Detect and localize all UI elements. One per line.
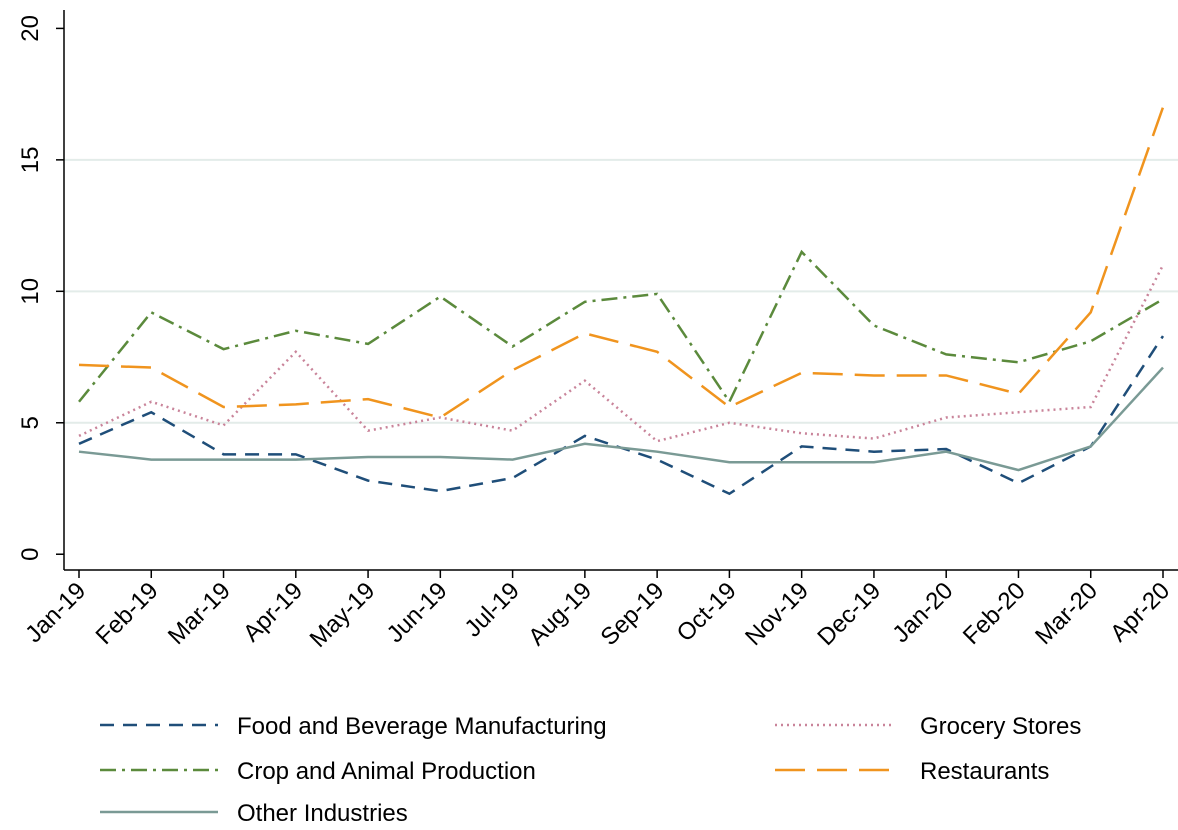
x-tick-label: Jul-19 [460, 577, 525, 642]
x-tick-label: Apr-19 [238, 577, 308, 647]
data-line [78, 264, 1165, 443]
y-tick-label: 20 [17, 15, 44, 42]
x-tick-label: Jun-19 [382, 577, 453, 648]
x-tick-label: Feb-19 [91, 577, 164, 650]
x-tick-label: Feb-20 [958, 577, 1031, 650]
legend-label: Food and Beverage Manufacturing [237, 713, 607, 740]
x-tick-label: Jan-20 [887, 577, 958, 648]
x-tick-label: Sep-19 [596, 577, 670, 651]
y-tick-label: 5 [17, 416, 44, 429]
x-tick-label: Jan-19 [20, 577, 91, 648]
x-tick-label: Dec-19 [812, 577, 886, 651]
legend-label: Restaurants [920, 758, 1049, 785]
x-tick-label: Aug-19 [523, 577, 597, 651]
legend-label: Other Industries [237, 800, 408, 827]
x-tick-label: Mar-19 [163, 577, 236, 650]
legend-label: Crop and Animal Production [237, 758, 536, 785]
legend-label: Grocery Stores [920, 713, 1081, 740]
data-line [78, 249, 1164, 405]
x-tick-label: May-19 [305, 577, 381, 653]
data-line [78, 335, 1165, 496]
x-tick-label: Nov-19 [740, 577, 814, 651]
y-tick-label: 15 [17, 147, 44, 174]
x-tick-label: Oct-19 [672, 577, 742, 647]
x-tick-label: Mar-20 [1030, 577, 1103, 650]
y-tick-label: 0 [17, 548, 44, 561]
x-tick-label: Apr-20 [1105, 577, 1175, 647]
y-tick-label: 10 [17, 278, 44, 305]
data-line [78, 366, 1164, 472]
data-line [78, 106, 1165, 419]
